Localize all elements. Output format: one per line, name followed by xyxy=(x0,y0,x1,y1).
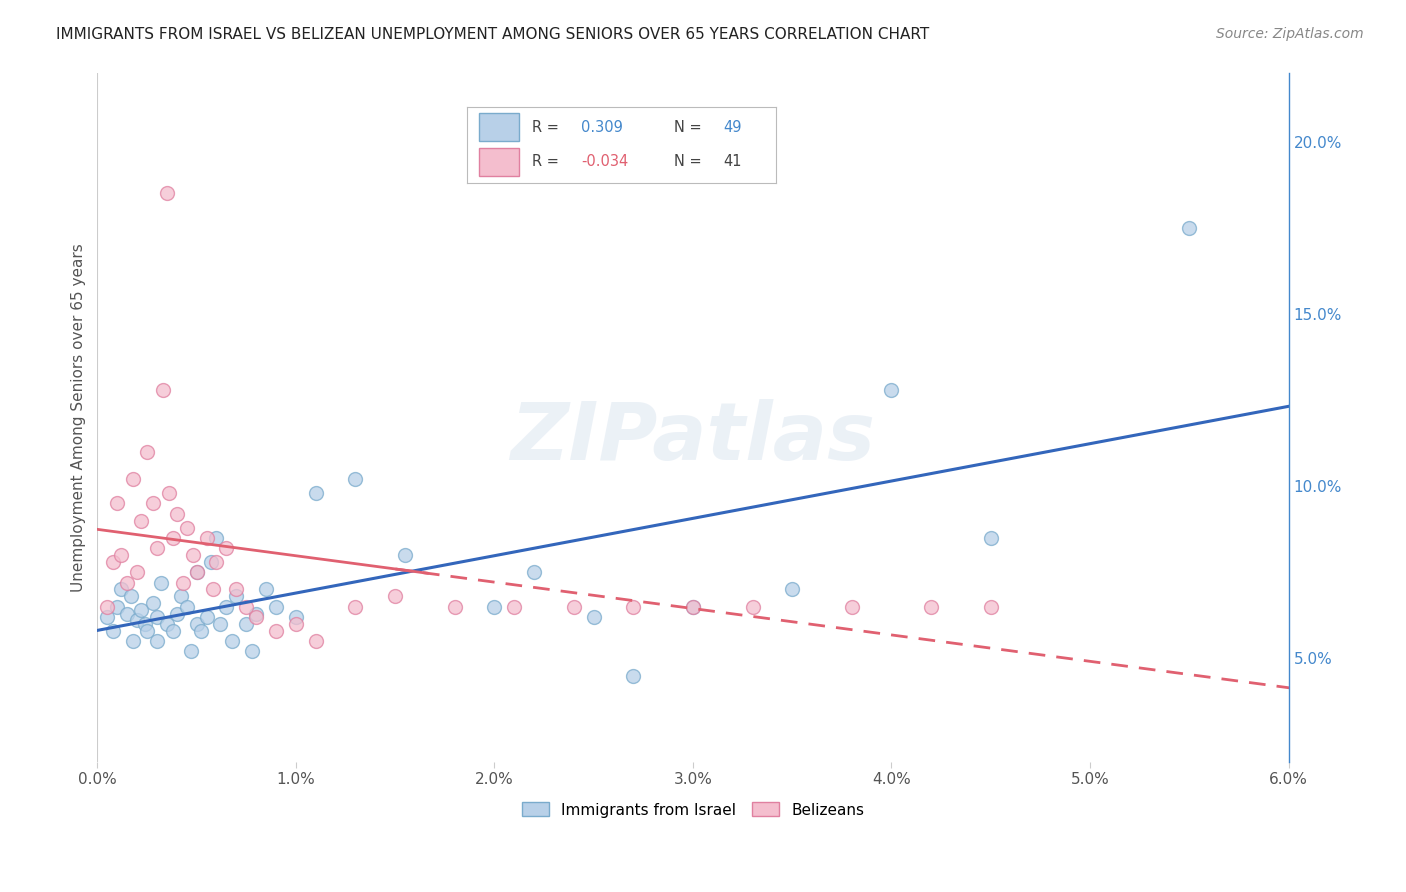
Point xyxy=(980,531,1002,545)
Point xyxy=(523,566,546,580)
Point xyxy=(195,531,218,545)
Point xyxy=(284,616,307,631)
Point xyxy=(394,548,416,562)
Point xyxy=(780,582,803,597)
Point xyxy=(344,599,367,614)
Point xyxy=(205,555,228,569)
Point xyxy=(129,603,152,617)
Point xyxy=(105,599,128,614)
Point xyxy=(122,472,145,486)
Point xyxy=(176,520,198,534)
Point xyxy=(741,599,763,614)
Point xyxy=(142,596,165,610)
Point xyxy=(305,486,328,500)
Point xyxy=(562,599,585,614)
Point xyxy=(162,531,184,545)
Point xyxy=(134,616,156,631)
Point xyxy=(96,599,118,614)
Point xyxy=(149,575,172,590)
Point xyxy=(129,514,152,528)
Point xyxy=(215,599,238,614)
Point xyxy=(215,541,238,556)
Point xyxy=(110,548,132,562)
Point xyxy=(443,599,465,614)
Point xyxy=(284,610,307,624)
Point xyxy=(880,383,903,397)
Point xyxy=(186,566,208,580)
Point xyxy=(205,531,228,545)
Point xyxy=(221,634,243,648)
Point xyxy=(245,607,267,621)
Point xyxy=(621,599,644,614)
Point xyxy=(146,541,169,556)
Point xyxy=(146,634,169,648)
Point xyxy=(195,610,218,624)
Point xyxy=(344,472,367,486)
Point xyxy=(384,590,406,604)
Legend: Immigrants from Israel, Belizeans: Immigrants from Israel, Belizeans xyxy=(516,797,870,823)
Point xyxy=(176,599,198,614)
Point xyxy=(156,186,179,201)
Point xyxy=(105,496,128,510)
Point xyxy=(96,610,118,624)
Point xyxy=(682,599,704,614)
Point xyxy=(200,555,222,569)
Point xyxy=(484,599,506,614)
Y-axis label: Unemployment Among Seniors over 65 years: Unemployment Among Seniors over 65 years xyxy=(72,243,86,591)
Point xyxy=(186,566,208,580)
Point xyxy=(186,616,208,631)
Point xyxy=(245,610,267,624)
Point xyxy=(240,644,263,658)
Point xyxy=(122,634,145,648)
Point xyxy=(170,590,193,604)
Point xyxy=(1178,221,1201,235)
Point xyxy=(920,599,942,614)
Point xyxy=(115,607,138,621)
Point xyxy=(157,486,180,500)
Point xyxy=(125,614,148,628)
Point xyxy=(201,582,224,597)
Point xyxy=(181,548,204,562)
Point xyxy=(136,624,159,638)
Point xyxy=(264,599,287,614)
Point xyxy=(305,634,328,648)
Point xyxy=(125,566,148,580)
Point xyxy=(142,496,165,510)
Point xyxy=(166,607,188,621)
Point xyxy=(235,599,257,614)
Text: Source: ZipAtlas.com: Source: ZipAtlas.com xyxy=(1216,27,1364,41)
Point xyxy=(162,624,184,638)
Point xyxy=(110,582,132,597)
Text: ZIPatlas: ZIPatlas xyxy=(510,399,876,477)
Point xyxy=(841,599,863,614)
Point xyxy=(103,624,125,638)
Point xyxy=(264,624,287,638)
Point xyxy=(166,507,188,521)
Point xyxy=(180,644,202,658)
Point xyxy=(621,668,644,682)
Point xyxy=(503,599,526,614)
Point xyxy=(152,383,174,397)
Point xyxy=(115,575,138,590)
Point xyxy=(146,610,169,624)
Point xyxy=(172,575,194,590)
Text: IMMIGRANTS FROM ISRAEL VS BELIZEAN UNEMPLOYMENT AMONG SENIORS OVER 65 YEARS CORR: IMMIGRANTS FROM ISRAEL VS BELIZEAN UNEMP… xyxy=(56,27,929,42)
Point xyxy=(225,590,247,604)
Point xyxy=(582,610,605,624)
Point xyxy=(120,590,142,604)
Point xyxy=(980,599,1002,614)
Point xyxy=(682,599,704,614)
Point xyxy=(225,582,247,597)
Point xyxy=(136,444,159,458)
Point xyxy=(103,555,125,569)
Point xyxy=(209,616,232,631)
Point xyxy=(235,616,257,631)
Point xyxy=(254,582,277,597)
Point xyxy=(190,624,212,638)
Point xyxy=(156,616,179,631)
